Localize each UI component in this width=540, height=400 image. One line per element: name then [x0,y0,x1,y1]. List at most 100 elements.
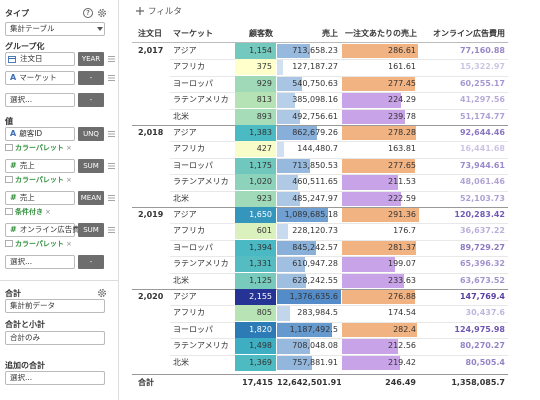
count-cell: 427 [235,141,276,158]
sales-cell: 385,098.16 [292,95,338,105]
count-cell: 805 [235,305,276,322]
market-cell: 北米 [173,357,189,367]
count-cell: 2,155 [235,289,276,305]
drag-handle[interactable] [108,194,116,202]
ad-cell: 52,103.73 [459,193,505,203]
sales-bar [277,355,313,370]
ad-cell: 124,975.98 [454,324,505,334]
count-cell: 1,020 [235,174,276,191]
count-cell: 1,383 [235,125,276,141]
total-dropdown[interactable]: 集計前データ [5,299,105,313]
row-rule [170,321,508,323]
avg-bar [342,76,416,92]
settings-icon[interactable] [97,8,107,18]
format-name: 条件付き [15,208,43,216]
sales-cell: 708,048.08 [292,341,338,351]
market-cell: アフリカ [173,308,205,318]
drag-handle[interactable] [108,130,116,138]
type-dropdown[interactable]: 集計テーブル [5,22,105,36]
total-label: 合計 [138,378,154,387]
format-icon [5,176,13,183]
field[interactable]: # オンライン広告費用 [5,223,87,237]
avg-bar [342,208,419,223]
aggregation-tag[interactable]: YEAR [78,52,104,66]
dropdown-caret[interactable] [97,27,103,31]
ad-cell: 60,255.17 [459,78,505,88]
avg-bar [342,273,404,288]
field-name: マーケット [19,73,57,82]
sales-cell: 610,947.28 [292,259,338,269]
avg-cell: 277.45 [388,78,416,88]
avg-cell: 176.7 [393,226,416,236]
remove-button: × [65,144,72,152]
sales-bar [277,93,295,108]
sales-cell: 862,679.26 [292,128,338,137]
ad-cell: 92,644.46 [459,128,505,137]
count-cell: 1,331 [235,256,276,273]
field[interactable]: A マーケット [5,71,75,85]
ad-cell: 89,729.27 [459,242,505,252]
subtotal-dropdown[interactable]: 合計のみ [5,331,105,345]
filter-plus-icon[interactable] [135,6,145,16]
column-header: オンライン広告費用 [433,29,505,38]
sales-cell: 228,120.73 [292,226,338,236]
select-field[interactable]: 選択... [5,255,75,269]
count-cell: 1,175 [235,157,276,174]
format-icon [5,240,13,247]
avg-cell: 286.61 [388,46,416,55]
aggregation-tag[interactable]: - [78,255,104,269]
section-label: 合計 [5,289,21,298]
filter-button[interactable]: フィルタ [148,7,182,17]
section-label: グループ化 [5,42,45,51]
market-cell: アジア [173,292,197,301]
avg-bar [342,175,398,190]
select-field[interactable]: 選択... [5,93,75,107]
ad-cell: 147,769.4 [459,292,505,301]
aggregation-tag[interactable]: MEAN [78,191,104,205]
aggregation-tag[interactable]: UNQ [78,127,104,141]
section-label: 合計と小計 [5,320,45,329]
field[interactable]: # 売上 [5,159,75,173]
count-cell: 813 [235,92,276,109]
field-name: 売上 [19,161,35,170]
field[interactable]: # 売上 [5,191,75,205]
drag-handle[interactable] [108,55,116,63]
drag-handle[interactable] [108,226,116,234]
market-cell: 北米 [173,111,189,121]
extra-total-dropdown[interactable]: 選択... [5,371,105,385]
format-chip[interactable]: カラーパレット × [15,239,72,249]
settings-icon[interactable] [97,288,107,298]
sales-cell: 492,756.61 [292,111,338,121]
field-type-icon: # [10,225,17,234]
avg-cell: 211.53 [388,177,416,187]
group-rule [132,289,508,290]
year-cell: 2,017 [138,46,164,55]
field-name: 顧客ID [19,129,43,138]
field[interactable]: 注文日 [5,52,75,66]
ad-cell: 120,283.42 [454,210,505,219]
market-cell: 北米 [173,193,189,203]
header-rule [132,42,508,43]
sales-bar [277,76,303,92]
help-icon[interactable]: ? [83,8,93,18]
column-header: 売上 [322,29,338,38]
format-chip[interactable]: 条件付き × [15,207,51,217]
aggregation-tag[interactable]: - [78,71,104,85]
drag-handle[interactable] [108,162,116,170]
avg-cell: 281.37 [388,242,416,252]
format-chip[interactable]: カラーパレット × [15,175,72,185]
aggregation-tag[interactable]: SUM [78,159,104,173]
format-chip[interactable]: カラーパレット × [15,143,72,153]
count-cell: 1,154 [235,43,276,59]
aggregation-tag[interactable]: - [78,93,104,107]
drag-handle[interactable] [108,74,116,82]
market-cell: アジア [173,210,197,219]
field[interactable]: A 顧客ID [5,127,75,141]
ad-cell: 65,396.32 [459,259,505,269]
avg-bar [342,93,402,108]
count-cell: 1,650 [235,207,276,223]
market-cell: アジア [173,128,197,137]
sales-bar [277,60,283,75]
ad-cell: 36,637.22 [459,226,505,236]
aggregation-tag[interactable]: SUM [78,223,104,237]
